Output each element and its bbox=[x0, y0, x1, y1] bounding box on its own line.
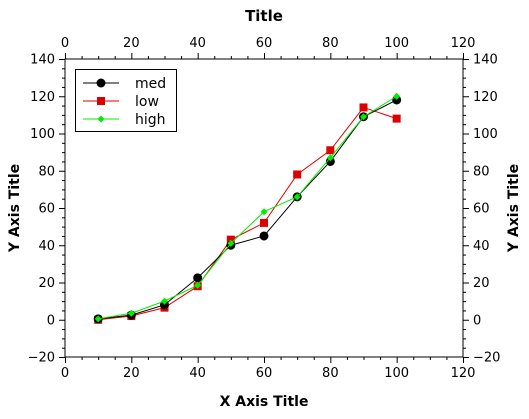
data-point-high bbox=[326, 154, 334, 162]
y-tick-label-right: 140 bbox=[473, 53, 498, 68]
data-point-high bbox=[194, 281, 202, 289]
y-tick-label-left: 140 bbox=[30, 53, 55, 68]
legend: med low high bbox=[75, 69, 177, 132]
x-tick-label-top: 120 bbox=[451, 36, 476, 51]
y-tick-label-left: 60 bbox=[38, 202, 55, 217]
x-axis-title: X Axis Title bbox=[220, 394, 309, 410]
legend-marker-low bbox=[97, 97, 105, 105]
y-tick-label-right: 100 bbox=[473, 127, 498, 142]
x-tick-label-bottom: 80 bbox=[322, 366, 339, 381]
data-point-med bbox=[193, 273, 203, 283]
y-tick-label-left: 120 bbox=[30, 90, 55, 105]
y-tick-label-right: 80 bbox=[473, 164, 490, 179]
x-tick-label-top: 20 bbox=[123, 36, 140, 51]
legend-marker-high bbox=[97, 115, 105, 123]
x-tick-label-bottom: 100 bbox=[384, 366, 409, 381]
y-tick-label-left: 20 bbox=[38, 276, 55, 291]
y-tick-label-right: 40 bbox=[473, 239, 490, 254]
data-point-low bbox=[326, 146, 335, 155]
data-point-high bbox=[360, 113, 367, 121]
y-tick-label-left: 40 bbox=[38, 239, 55, 254]
chart-title: Title bbox=[245, 7, 283, 25]
x-tick-label-top: 80 bbox=[322, 36, 339, 51]
x-tick-label-bottom: 40 bbox=[189, 366, 206, 381]
data-point-high bbox=[260, 208, 268, 216]
series-layer bbox=[93, 92, 402, 324]
y-tick-label-right: −20 bbox=[473, 351, 500, 366]
x-tick-label-bottom: 20 bbox=[123, 366, 140, 381]
data-point-med bbox=[259, 231, 269, 241]
y-tick-label-right: 0 bbox=[473, 313, 481, 328]
data-point-high bbox=[127, 309, 135, 317]
y-tick-label-left: 0 bbox=[47, 313, 55, 328]
legend-marker-med bbox=[96, 78, 106, 88]
x-tick-label-bottom: 60 bbox=[256, 366, 273, 381]
x-tick-label-bottom: 120 bbox=[451, 366, 476, 381]
y-tick-label-left: 80 bbox=[38, 164, 55, 179]
data-point-low bbox=[359, 103, 368, 112]
y-tick-label-left: −20 bbox=[28, 351, 55, 366]
data-point-low bbox=[392, 114, 401, 123]
y-axis-title-left: Y Axis Title bbox=[7, 164, 23, 253]
data-point-high bbox=[161, 297, 168, 305]
data-point-high bbox=[393, 92, 401, 100]
data-point-high bbox=[94, 315, 102, 323]
series-low bbox=[94, 103, 401, 324]
data-point-low bbox=[226, 235, 235, 244]
y-tick-label-right: 60 bbox=[473, 202, 490, 217]
legend-label-low: low bbox=[135, 94, 159, 110]
x-tick-label-bottom: 0 bbox=[61, 366, 69, 381]
x-tick-label-top: 40 bbox=[189, 36, 206, 51]
data-point-high bbox=[293, 193, 301, 201]
x-tick-label-top: 100 bbox=[384, 36, 409, 51]
x-tick-label-top: 0 bbox=[61, 36, 69, 51]
legend-label-high: high bbox=[135, 112, 166, 128]
y-axis-title-right: Y Axis Title bbox=[506, 164, 522, 253]
series-high bbox=[94, 92, 401, 323]
y-tick-label-right: 20 bbox=[473, 276, 490, 291]
data-point-low bbox=[260, 218, 268, 227]
legend-label-med: med bbox=[135, 76, 166, 92]
y-tick-label-right: 120 bbox=[473, 90, 498, 105]
y-tick-label-left: 100 bbox=[30, 127, 55, 142]
data-point-high bbox=[227, 239, 235, 247]
series-line-low bbox=[98, 106, 397, 321]
x-tick-label-top: 60 bbox=[256, 36, 273, 51]
series-line-high bbox=[98, 95, 397, 320]
series-line-med bbox=[98, 99, 397, 320]
data-point-low bbox=[293, 170, 302, 179]
